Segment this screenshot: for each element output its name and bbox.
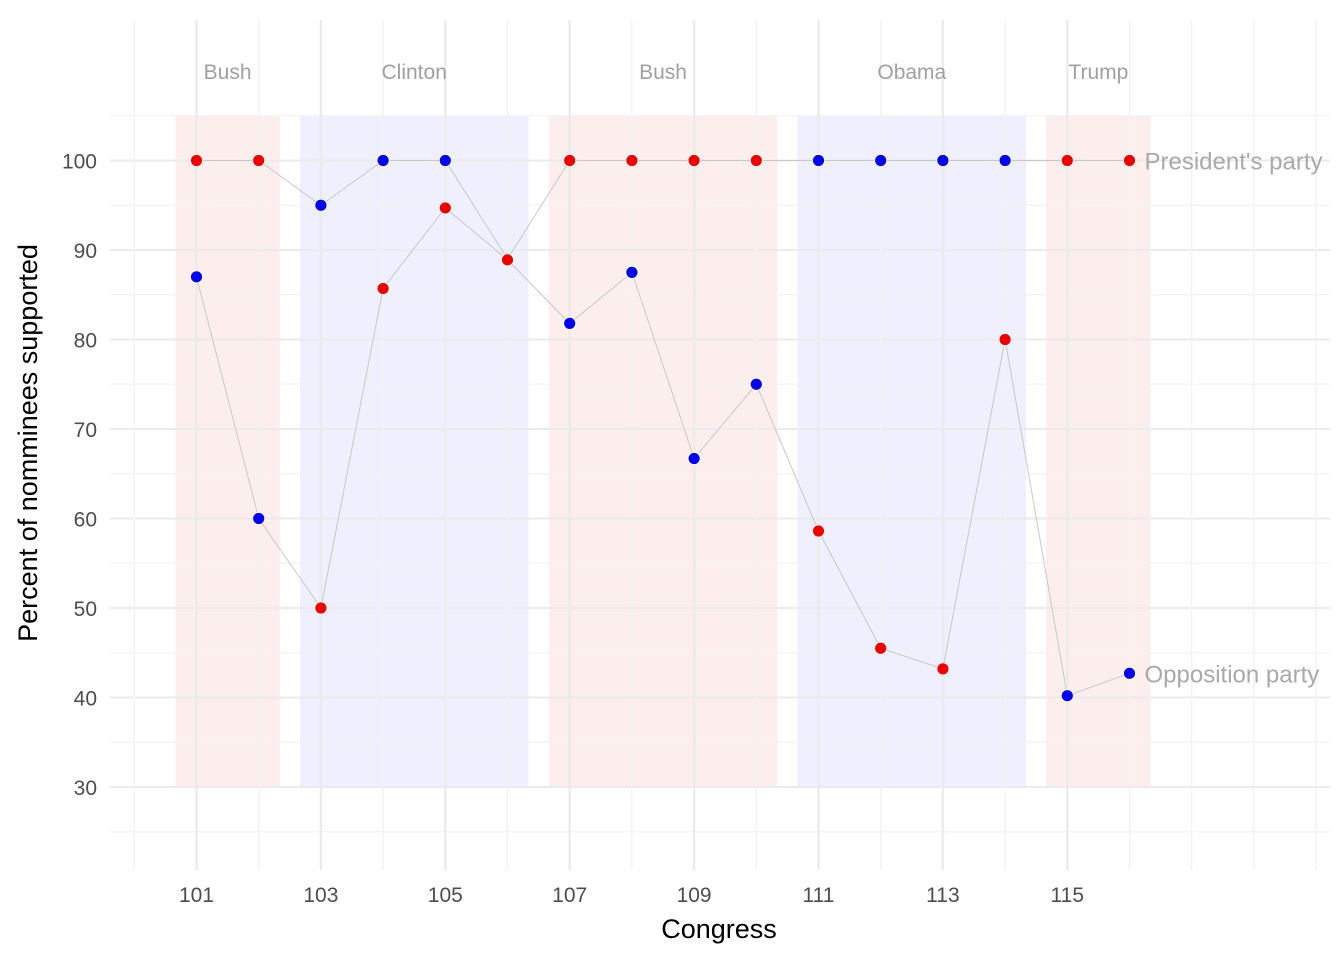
x-tick-label-105: 105	[428, 884, 463, 907]
data-point-s0-114	[998, 154, 1012, 167]
x-tick-label-107: 107	[552, 884, 587, 907]
x-tick-label-109: 109	[677, 884, 712, 907]
data-point-s1-115	[1060, 689, 1074, 703]
x-tick-label-101: 101	[179, 884, 214, 907]
series-label-1: Opposition party	[1145, 661, 1320, 688]
data-point-s1-116	[1123, 666, 1136, 680]
data-point-s1-113	[936, 662, 950, 676]
data-point-s1-102	[252, 512, 266, 525]
series-line-1	[196, 207, 1130, 697]
data-point-s1-110	[749, 377, 763, 391]
x-axis-tick-labels: 101 103 105 107 109 111 113 115	[179, 884, 1084, 907]
presidency-label-3: Obama	[877, 61, 946, 84]
data-point-s0-102	[252, 154, 266, 167]
y-axis-tick-labels: 30 40 50 60 70 80 90 100	[62, 151, 97, 801]
data-point-s1-105	[438, 201, 452, 215]
data-point-s1-114	[998, 333, 1012, 346]
data-point-s0-112	[874, 154, 888, 167]
x-tick-label-103: 103	[303, 884, 338, 907]
y-tick-label-40: 40	[74, 688, 97, 711]
presidency-band-2	[548, 115, 778, 787]
data-point-s0-103	[314, 198, 328, 212]
data-point-s0-107	[563, 154, 577, 167]
data-point-s1-101	[190, 270, 203, 284]
data-point-s1-103	[314, 601, 328, 615]
presidency-label-1: Clinton	[382, 61, 447, 84]
data-point-s0-116	[1123, 154, 1136, 167]
presidency-labels: Bush Clinton Bush Obama Trump	[204, 61, 1129, 84]
data-point-s0-104	[376, 154, 390, 167]
series-connector-lines	[196, 160, 1130, 697]
y-tick-label-100: 100	[62, 151, 97, 174]
data-point-s1-111	[812, 524, 825, 538]
presidency-label-0: Bush	[204, 61, 252, 84]
data-point-s1-112	[874, 641, 888, 655]
data-points	[190, 154, 1136, 703]
data-point-s0-105	[438, 154, 452, 167]
data-point-s0-113	[936, 154, 950, 167]
series-label-0: President's party	[1145, 149, 1323, 176]
presidency-band-0	[175, 115, 280, 787]
data-point-s0-115	[1060, 154, 1074, 167]
y-tick-label-50: 50	[74, 598, 97, 621]
x-axis-title: Congress	[661, 914, 777, 944]
series-labels: President's party Opposition party	[1145, 149, 1323, 689]
presidency-band-4	[1046, 115, 1151, 787]
y-tick-label-60: 60	[74, 509, 97, 532]
x-tick-label-115: 115	[1051, 884, 1084, 907]
data-point-s0-110	[749, 154, 763, 167]
data-point-s0-101	[190, 154, 203, 167]
presidency-band-3	[797, 115, 1027, 787]
data-point-s1-108	[625, 265, 639, 279]
y-axis-title: Percent of nomminees supported	[13, 244, 43, 642]
data-point-s1-107	[563, 316, 577, 330]
x-tick-label-111: 111	[803, 884, 835, 907]
data-point-s0-111	[812, 154, 825, 167]
presidency-band-1	[299, 115, 529, 787]
presidency-bands	[175, 115, 1151, 787]
presidency-label-4: Trump	[1068, 61, 1128, 84]
y-tick-label-70: 70	[74, 419, 97, 442]
data-point-s0-109	[687, 154, 701, 167]
data-point-s1-109	[687, 452, 701, 465]
series-line-0	[196, 160, 1130, 260]
y-tick-label-80: 80	[74, 330, 97, 353]
data-point-s0-108	[625, 154, 639, 167]
y-tick-label-30: 30	[74, 777, 97, 800]
x-tick-label-113: 113	[926, 884, 959, 907]
data-point-s1-104	[376, 282, 390, 295]
presidency-label-2: Bush	[639, 61, 687, 84]
y-tick-label-90: 90	[74, 240, 97, 263]
data-point-s1-106	[501, 253, 514, 267]
